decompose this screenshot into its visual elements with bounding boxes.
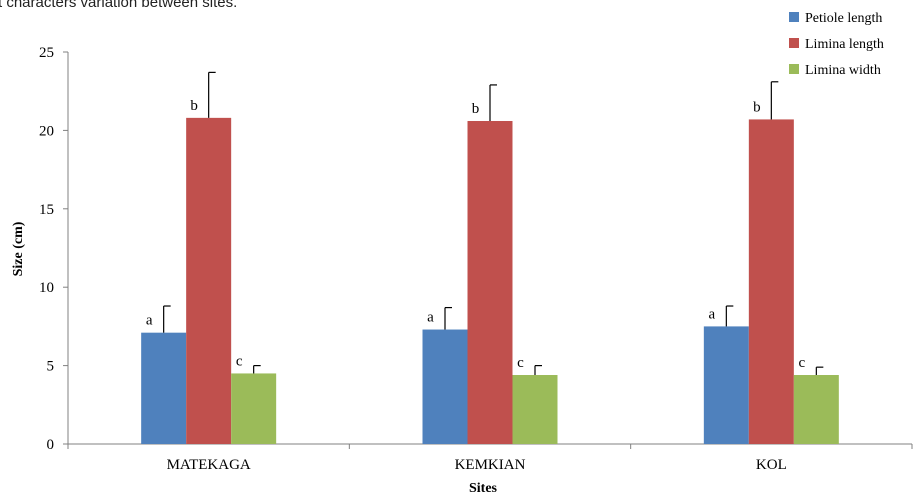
y-tick-label: 5	[47, 359, 55, 375]
legend-label: Limina width	[805, 63, 881, 78]
x-tick-label: KEMKIAN	[455, 457, 526, 473]
y-tick-label: 25	[39, 45, 54, 61]
bar	[748, 119, 794, 444]
y-tick-label: 10	[39, 280, 54, 296]
significance-letter: b	[190, 98, 198, 114]
significance-letter: a	[427, 310, 434, 326]
y-axis-label: Size (cm)	[11, 221, 26, 276]
significance-letter: c	[798, 355, 805, 371]
y-tick-label: 15	[39, 202, 54, 218]
legend: Petiole length Limina length Limina width	[789, 11, 884, 78]
legend-label: Petiole length	[805, 11, 882, 26]
significance-letter: c	[517, 355, 524, 371]
significance-letter: a	[708, 306, 715, 322]
chart-title: t characters variation between sites.	[0, 0, 237, 11]
bars-group: a b c a b c a b c	[141, 71, 839, 444]
bar	[467, 120, 513, 444]
y-tick-label: 20	[39, 123, 54, 139]
significance-letter: b	[472, 101, 480, 117]
bar	[141, 332, 187, 444]
significance-letter: c	[236, 353, 243, 369]
significance-letter: a	[146, 313, 153, 329]
bar	[793, 375, 839, 444]
bar	[703, 326, 749, 444]
x-axis-label: Sites	[469, 481, 498, 496]
significance-letter: b	[753, 99, 761, 115]
y-tick-label: 0	[47, 437, 55, 453]
bar	[422, 329, 468, 444]
legend-swatch	[789, 38, 799, 48]
legend-swatch	[789, 12, 799, 22]
legend-label: Limina length	[805, 37, 884, 52]
bar	[512, 375, 558, 444]
x-tick-label: MATEKAGA	[167, 457, 251, 473]
bar	[186, 117, 232, 444]
legend-swatch	[789, 64, 799, 74]
bar	[231, 373, 277, 444]
x-tick-label: KOL	[756, 457, 787, 473]
